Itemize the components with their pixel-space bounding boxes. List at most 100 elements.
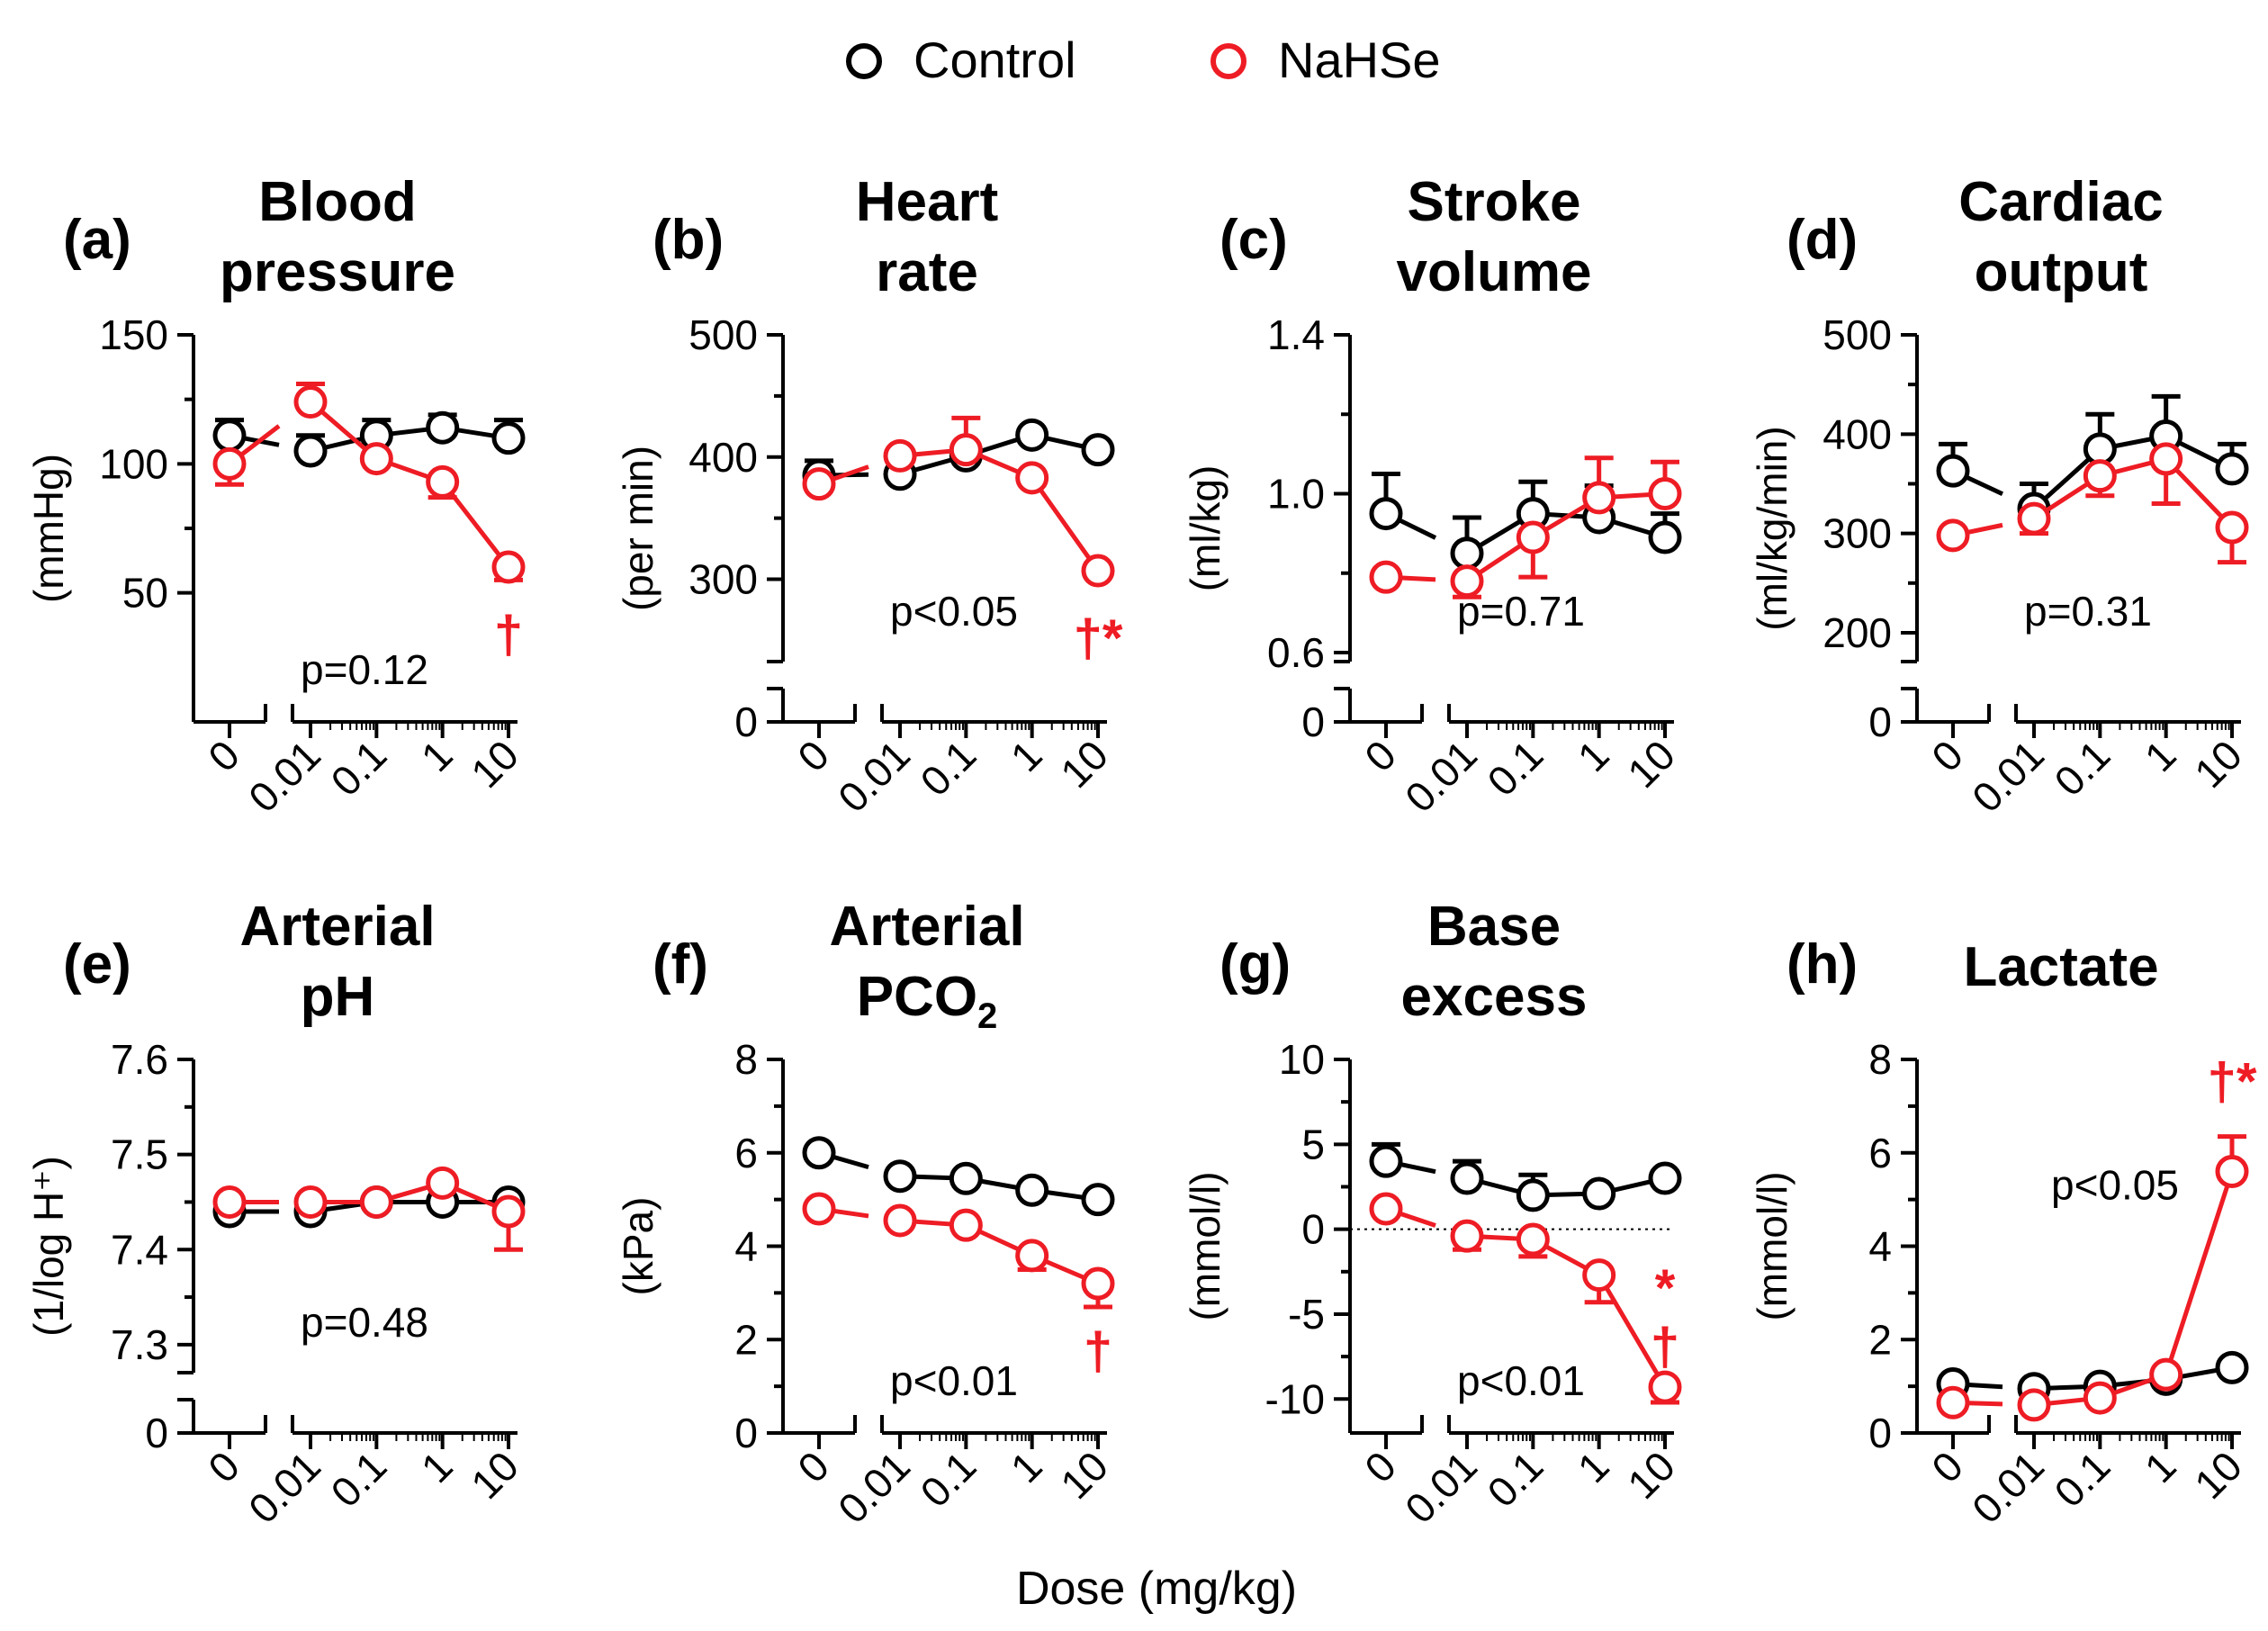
x-tick-label: 0.01 [1396, 731, 1486, 821]
x-tick-label: 0 [788, 1442, 838, 1491]
panel-title-line2: excess [1401, 966, 1588, 1028]
x-tick-label: 0.1 [1478, 1442, 1552, 1516]
data-point [1015, 418, 1049, 452]
data-point [1081, 433, 1115, 467]
data-point [883, 1159, 917, 1194]
panel-a: (a) Blood pressure (mmHg) 150 100 50 00.010.1 1 1… [25, 171, 527, 821]
x-tick-label: 1 [412, 731, 462, 780]
y-tick-label: 0 [1301, 698, 1325, 745]
data-point [293, 1185, 328, 1219]
series-line [2033, 1170, 2235, 1408]
y-tick-label: -10 [1265, 1375, 1325, 1422]
data-point [491, 550, 526, 584]
x-tick-label: 0.1 [2045, 1442, 2119, 1516]
data-point [1369, 560, 1403, 594]
y-tick-label: 4 [1868, 1223, 1892, 1270]
data-point [802, 467, 836, 501]
y-tick-label: 6 [734, 1130, 758, 1176]
y-axis-label: (ml/kg) [1182, 465, 1228, 592]
panel-title-line1: Cardiac [1958, 171, 2163, 233]
x-tick-label: 10 [462, 1442, 527, 1508]
series-line [1466, 1233, 1668, 1389]
legend-marker-control [846, 43, 882, 79]
y-tick-label: 400 [1822, 410, 1892, 457]
data-point [426, 1166, 460, 1200]
data-point [2215, 1350, 2249, 1384]
data-point [2083, 1381, 2117, 1415]
x-tick-label: 0 [1922, 1442, 1972, 1491]
x-tick-label: 10 [462, 731, 527, 797]
data-point [1582, 1176, 1616, 1211]
y-tick-label: 400 [688, 434, 758, 481]
significance-marker: † [1651, 1318, 1679, 1376]
legend-label-control: Control [914, 32, 1076, 88]
data-point [2215, 510, 2249, 545]
panel-title: Lactate [1963, 936, 2158, 998]
x-tick-label: 10 [1051, 731, 1117, 797]
y-axis-label: (mmol/l) [1749, 1171, 1796, 1320]
data-point [1582, 1258, 1616, 1293]
y-tick-label: 200 [1822, 609, 1892, 656]
data-point [1936, 454, 1970, 488]
y-tick-label: 7.6 [111, 1036, 168, 1083]
x-tick-label: 1 [2136, 731, 2185, 780]
data-point [359, 442, 393, 476]
x-tick-label: 0.1 [321, 1442, 395, 1516]
legend-marker-nahse [1210, 43, 1246, 79]
x-tick-label: 0.1 [2045, 731, 2119, 805]
y-tick-label: 0 [1868, 698, 1892, 745]
y-tick-label: 6 [1868, 1130, 1892, 1176]
data-point [212, 446, 247, 481]
panel-title-subscript: 2 [977, 996, 997, 1036]
panel-letter: (h) [1786, 933, 1858, 996]
data-point [359, 1185, 393, 1219]
panel-letter: (b) [652, 209, 724, 271]
panel-title-line2: output [1975, 241, 2148, 303]
data-point [426, 410, 460, 445]
series-nahse [802, 415, 1115, 588]
data-point [1648, 1370, 1682, 1404]
series-line [310, 425, 509, 454]
data-point [2017, 1388, 2051, 1422]
y-axis-label: (mmol/l) [1182, 1171, 1228, 1320]
y-tick-label: 500 [1822, 311, 1892, 358]
data-point [2083, 432, 2117, 466]
series-line [2032, 433, 2234, 510]
panel-title-line1: Base [1427, 896, 1561, 958]
y-tick-label: 50 [122, 570, 168, 617]
data-point [883, 438, 917, 473]
data-point [949, 1161, 983, 1195]
x-tick-label: 10 [1618, 731, 1684, 797]
panel-title-line2: pH [301, 966, 375, 1028]
series-line [310, 1199, 508, 1214]
data-point [1582, 481, 1616, 515]
series-control [1369, 471, 1682, 571]
data-point [1450, 1161, 1484, 1195]
data-point [1081, 554, 1115, 588]
y-tick-label: 0 [1301, 1206, 1325, 1253]
data-point [1516, 1222, 1550, 1257]
panel-c: (c)Strokevolume(ml/kg)01.41.00.600.010.1… [1182, 171, 1684, 821]
y-tick-label: -5 [1288, 1291, 1325, 1338]
y-tick-label: 4 [734, 1223, 758, 1270]
series-line [1466, 1176, 1666, 1198]
data-point [1936, 1385, 1970, 1419]
data-point [1936, 518, 1970, 553]
y-tick-label: 10 [1279, 1036, 1325, 1083]
data-point [1450, 1219, 1484, 1253]
data-point [883, 1203, 917, 1238]
y-tick-label: 300 [688, 556, 758, 603]
data-point [1648, 477, 1682, 510]
p-value: p=0.48 [301, 1299, 428, 1346]
series-line [2032, 456, 2234, 529]
data-point [802, 1136, 836, 1170]
panel-title-line1: Heart [856, 171, 999, 233]
data-point [1081, 1183, 1115, 1217]
